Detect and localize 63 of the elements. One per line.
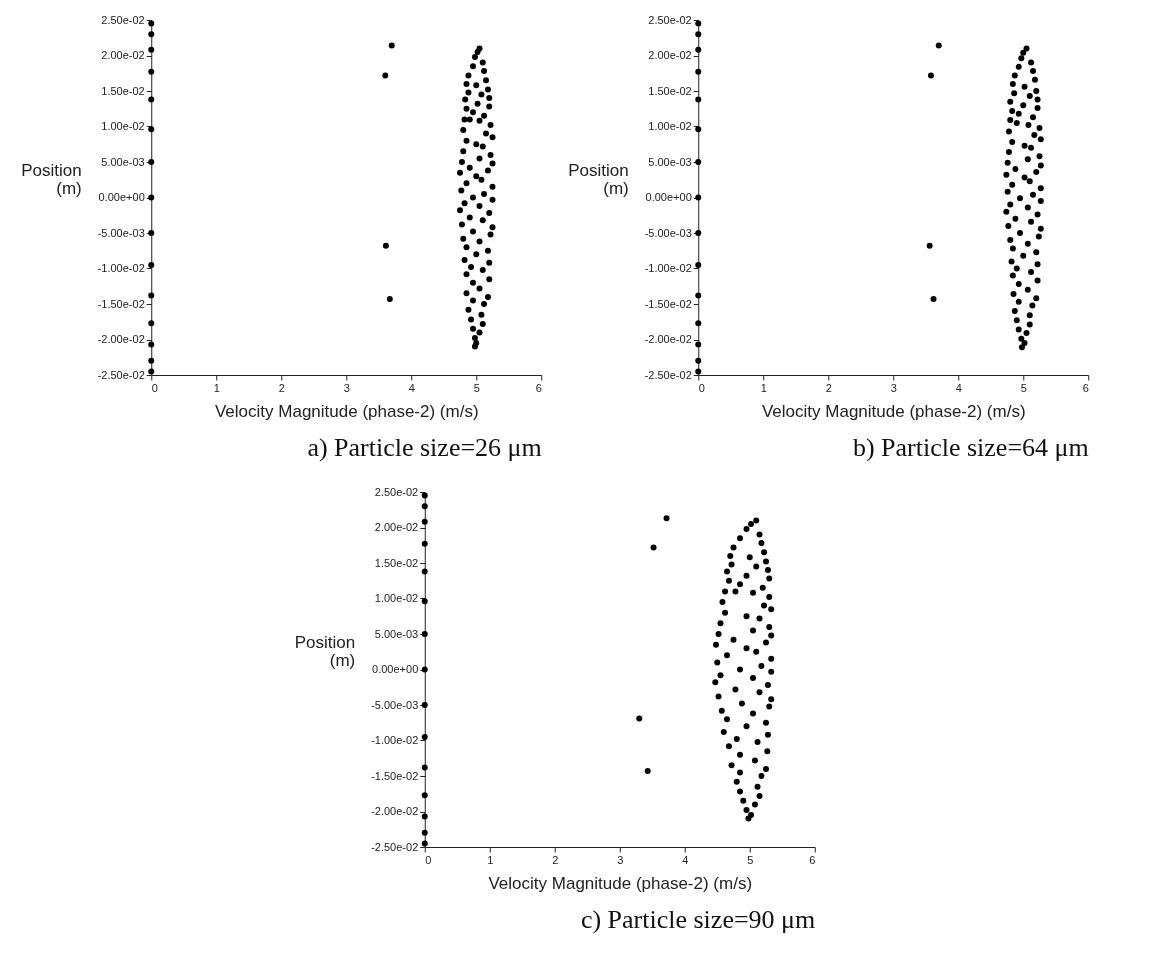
y-axis-title: Position (m) bbox=[568, 160, 629, 198]
y-tick-label: -5.00e-03 bbox=[644, 226, 692, 239]
x-axis-title: Velocity Magnitude (phase-2) (m/s) bbox=[761, 401, 1026, 421]
y-tick-label: 0.00e+00 bbox=[98, 191, 145, 203]
y-tick-label: -5.00e-03 bbox=[97, 226, 145, 239]
y-tick-label: 1.00e-02 bbox=[374, 592, 419, 604]
x-tick-label: 0 bbox=[151, 381, 158, 394]
y-tick-label: 5.00e-03 bbox=[648, 155, 692, 168]
x-tick-label: 2 bbox=[825, 381, 832, 394]
y-tick-label: 0.00e+00 bbox=[372, 663, 419, 675]
x-tick-label: 2 bbox=[278, 381, 285, 394]
y-tick-label: 2.00e-02 bbox=[374, 521, 419, 533]
x-tick-label: 5 bbox=[473, 381, 480, 394]
x-tick-label: 5 bbox=[1020, 381, 1027, 394]
y-tick-label: 1.50e-02 bbox=[648, 84, 692, 97]
y-tick-label: -1.50e-02 bbox=[97, 297, 145, 310]
y-tick-label: 5.00e-03 bbox=[374, 627, 419, 640]
y-tick-label: 2.50e-02 bbox=[648, 13, 692, 26]
x-tick-label: 0 bbox=[698, 381, 705, 394]
text: c) Particle size=90 μm bbox=[580, 905, 816, 934]
x-tick-label: 6 bbox=[535, 381, 542, 394]
y-tick-label: -2.50e-02 bbox=[97, 368, 145, 381]
y-axis-title: Position (m) bbox=[294, 632, 356, 670]
x-tick-label: 2 bbox=[552, 853, 559, 866]
y-tick-label: -2.50e-02 bbox=[371, 840, 419, 853]
x-tick-label: 4 bbox=[408, 381, 415, 394]
y-tick-label: -1.00e-02 bbox=[97, 262, 145, 274]
text: a) Particle size=26 μm bbox=[307, 433, 542, 462]
y-tick-label: 1.50e-02 bbox=[101, 84, 145, 97]
y-tick-label: 5.00e-03 bbox=[101, 155, 145, 168]
x-tick-label: 1 bbox=[487, 853, 494, 866]
x-tick-label: 0 bbox=[425, 853, 432, 866]
y-tick-label: 1.50e-02 bbox=[374, 556, 419, 569]
x-tick-label: 6 bbox=[1082, 381, 1089, 394]
y-tick-label: -2.00e-02 bbox=[97, 333, 145, 345]
y-tick-label: 1.00e-02 bbox=[101, 120, 145, 132]
x-axis-title: Velocity Magnitude (phase-2) (m/s) bbox=[214, 401, 479, 421]
y-tick-label: 2.50e-02 bbox=[374, 485, 419, 498]
y-tick-label: -5.00e-03 bbox=[371, 698, 419, 711]
y-tick-label: -1.50e-02 bbox=[371, 769, 419, 782]
x-tick-label: 3 bbox=[617, 853, 624, 866]
text: b) Particle size=64 μm bbox=[852, 433, 1089, 462]
x-axis-title: Velocity Magnitude (phase-2) (m/s) bbox=[488, 873, 753, 893]
x-tick-label: 1 bbox=[213, 381, 220, 394]
y-tick-label: -2.50e-02 bbox=[644, 368, 692, 381]
x-tick-label: 3 bbox=[890, 381, 897, 394]
y-tick-label: 2.00e-02 bbox=[648, 49, 692, 61]
y-axis-title: Position (m) bbox=[21, 160, 82, 198]
y-tick-label: 1.00e-02 bbox=[648, 120, 692, 132]
x-tick-label: 6 bbox=[809, 853, 816, 866]
y-tick-label: 2.00e-02 bbox=[101, 49, 145, 61]
x-tick-label: 1 bbox=[760, 381, 767, 394]
x-tick-label: 4 bbox=[955, 381, 962, 394]
x-tick-label: 4 bbox=[682, 853, 689, 866]
y-tick-label: -1.50e-02 bbox=[644, 297, 692, 310]
x-tick-label: 5 bbox=[747, 853, 754, 866]
y-tick-label: -1.00e-02 bbox=[644, 262, 692, 274]
y-tick-label: -2.00e-02 bbox=[371, 805, 419, 817]
y-tick-label: 2.50e-02 bbox=[101, 13, 145, 26]
y-tick-label: -2.00e-02 bbox=[644, 333, 692, 345]
x-tick-label: 3 bbox=[343, 381, 350, 394]
y-tick-label: 0.00e+00 bbox=[645, 191, 692, 203]
y-tick-label: -1.00e-02 bbox=[371, 734, 419, 746]
